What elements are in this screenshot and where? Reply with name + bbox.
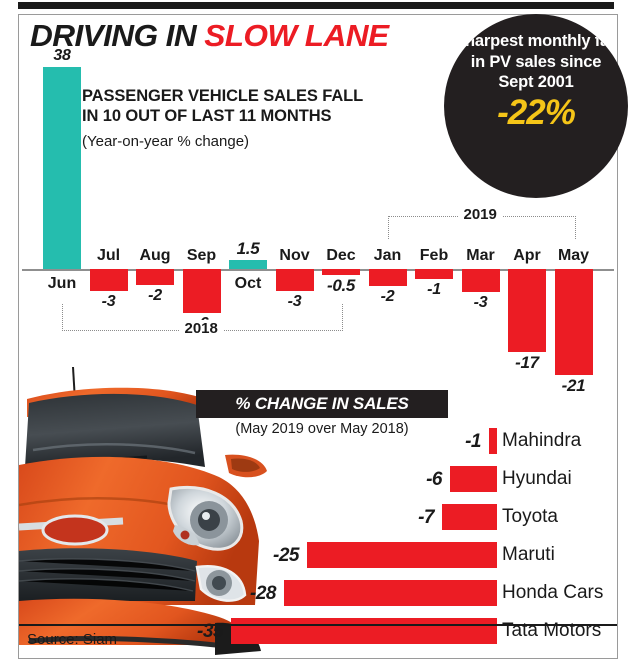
month-value-label: -3 <box>473 294 488 311</box>
month-value-label: -2 <box>380 288 395 305</box>
brand-value-label: -6 <box>426 469 442 490</box>
month-label: May <box>557 247 590 264</box>
monthly-bar <box>43 67 81 269</box>
brand-bar <box>489 428 497 454</box>
monthly-bar <box>415 269 453 279</box>
headline-part-one: DRIVING IN <box>30 18 205 53</box>
monthly-column-sep: Sep-6 <box>180 200 224 400</box>
section-banner: % CHANGE IN SALES <box>196 390 448 418</box>
monthly-column-jul: Jul -3 <box>87 200 131 400</box>
brand-value-label: -1 <box>465 431 481 452</box>
deck-line-one: PASSENGER VEHICLE SALES FALL <box>82 87 364 105</box>
brand-row: -7 Toyota <box>196 500 616 534</box>
monthly-bar <box>89 269 128 291</box>
month-label: Dec <box>326 247 356 264</box>
brand-name-label: Toyota <box>502 506 558 527</box>
month-label: Feb <box>419 247 449 264</box>
monthly-column-oct: Oct 1.5 <box>226 200 270 400</box>
year-bracket-label: 2018 <box>179 320 223 337</box>
section-banner-subtitle: (May 2019 over May 2018) <box>235 421 409 437</box>
section-banner-title: % CHANGE IN SALES <box>235 394 409 413</box>
brand-value-label: -25 <box>273 545 299 566</box>
brand-bar <box>231 618 497 644</box>
brand-change-chart: -1 Mahindra -6 Hyundai -7 Toyota -25 Maruti -28 H… <box>196 424 616 656</box>
source-divider <box>19 624 617 626</box>
badge-value: -22% <box>497 92 576 132</box>
brand-row: -25 Maruti <box>196 538 616 572</box>
month-label: Jun <box>47 275 77 292</box>
brand-bar <box>284 580 497 606</box>
month-label: Oct <box>234 275 262 292</box>
page-title: DRIVING IN SLOW LANE <box>30 18 389 53</box>
deck-subtitle: (Year-on-year % change) <box>82 133 250 150</box>
month-label: Jul <box>96 247 121 264</box>
monthly-column-may: May -21 <box>552 200 596 400</box>
monthly-bar <box>275 269 314 291</box>
brand-name-label: Maruti <box>502 544 555 565</box>
deck-line-two: IN 10 OUT OF LAST 11 MONTHS <box>82 107 332 125</box>
monthly-bar <box>554 269 593 375</box>
month-label: Nov <box>279 247 310 264</box>
month-label: Sep <box>186 247 217 264</box>
source-note: Source: Siam <box>27 631 118 648</box>
month-value-label: -2 <box>148 287 162 304</box>
month-label: Jan <box>373 247 402 264</box>
monthly-column-apr: Apr -17 <box>505 200 549 400</box>
brand-name-label: Mahindra <box>502 430 582 451</box>
month-value-label: -21 <box>561 376 586 395</box>
chart-zero-axis <box>22 269 614 271</box>
badge-caption: Sharpest monthly fall in PV sales since … <box>454 32 618 91</box>
monthly-column-jan: Jan -2 <box>366 200 410 400</box>
brand-row: -1 Mahindra <box>196 424 616 458</box>
month-value-label: -0.5 <box>326 276 356 295</box>
brand-bar <box>307 542 497 568</box>
monthly-bar <box>368 269 407 286</box>
monthly-column-feb: Feb -1 <box>412 200 456 400</box>
monthly-change-chart: Jun 38 Jul -3 Aug -2 Sep-6 Oct 1.5 Nov -3 Dec -0.5 Ja… <box>18 47 618 400</box>
monthly-bar <box>229 260 267 269</box>
brand-row: -28 Honda Cars <box>196 576 616 610</box>
top-rule-divider <box>18 2 614 9</box>
month-label: Aug <box>139 247 171 264</box>
brand-value-label: -35 <box>197 621 223 642</box>
brand-value-label: -7 <box>418 507 434 528</box>
month-value-label: -1 <box>427 281 441 298</box>
month-value-label: -17 <box>515 353 539 372</box>
month-label: Mar <box>466 247 495 264</box>
brand-bar <box>442 504 497 530</box>
monthly-bar <box>182 269 221 313</box>
month-label: Apr <box>513 247 541 264</box>
monthly-column-dec: Dec -0.5 <box>319 200 363 400</box>
monthly-column-aug: Aug -2 <box>133 200 177 400</box>
brand-value-label: -28 <box>250 583 276 604</box>
headline-part-two: SLOW LANE <box>204 18 389 53</box>
monthly-bar <box>461 269 500 292</box>
monthly-column-nov: Nov -3 <box>273 200 317 400</box>
monthly-bar <box>322 269 360 275</box>
monthly-bar <box>508 269 546 352</box>
brand-bar <box>450 466 497 492</box>
year-bracket-label: 2019 <box>458 206 502 223</box>
month-value-label: -3 <box>101 293 116 310</box>
month-value-label: 38 <box>53 47 71 64</box>
brand-name-label: Honda Cars <box>502 582 604 603</box>
brand-name-label: Tata Motors <box>502 620 602 641</box>
highlight-badge: Sharpest monthly fall in PV sales since … <box>444 14 628 198</box>
deck-text-block: PASSENGER VEHICLE SALES FALL IN 10 OUT O… <box>82 86 422 151</box>
monthly-column-jun: Jun 38 <box>40 47 84 400</box>
month-value-label: 1.5 <box>236 239 260 258</box>
brand-row: -35 Tata Motors <box>196 614 616 648</box>
brand-name-label: Hyundai <box>502 468 572 489</box>
brand-row: -6 Hyundai <box>196 462 616 496</box>
monthly-bar <box>136 269 174 285</box>
monthly-column-mar: Mar -3 <box>459 200 503 400</box>
month-value-label: -3 <box>287 293 302 310</box>
